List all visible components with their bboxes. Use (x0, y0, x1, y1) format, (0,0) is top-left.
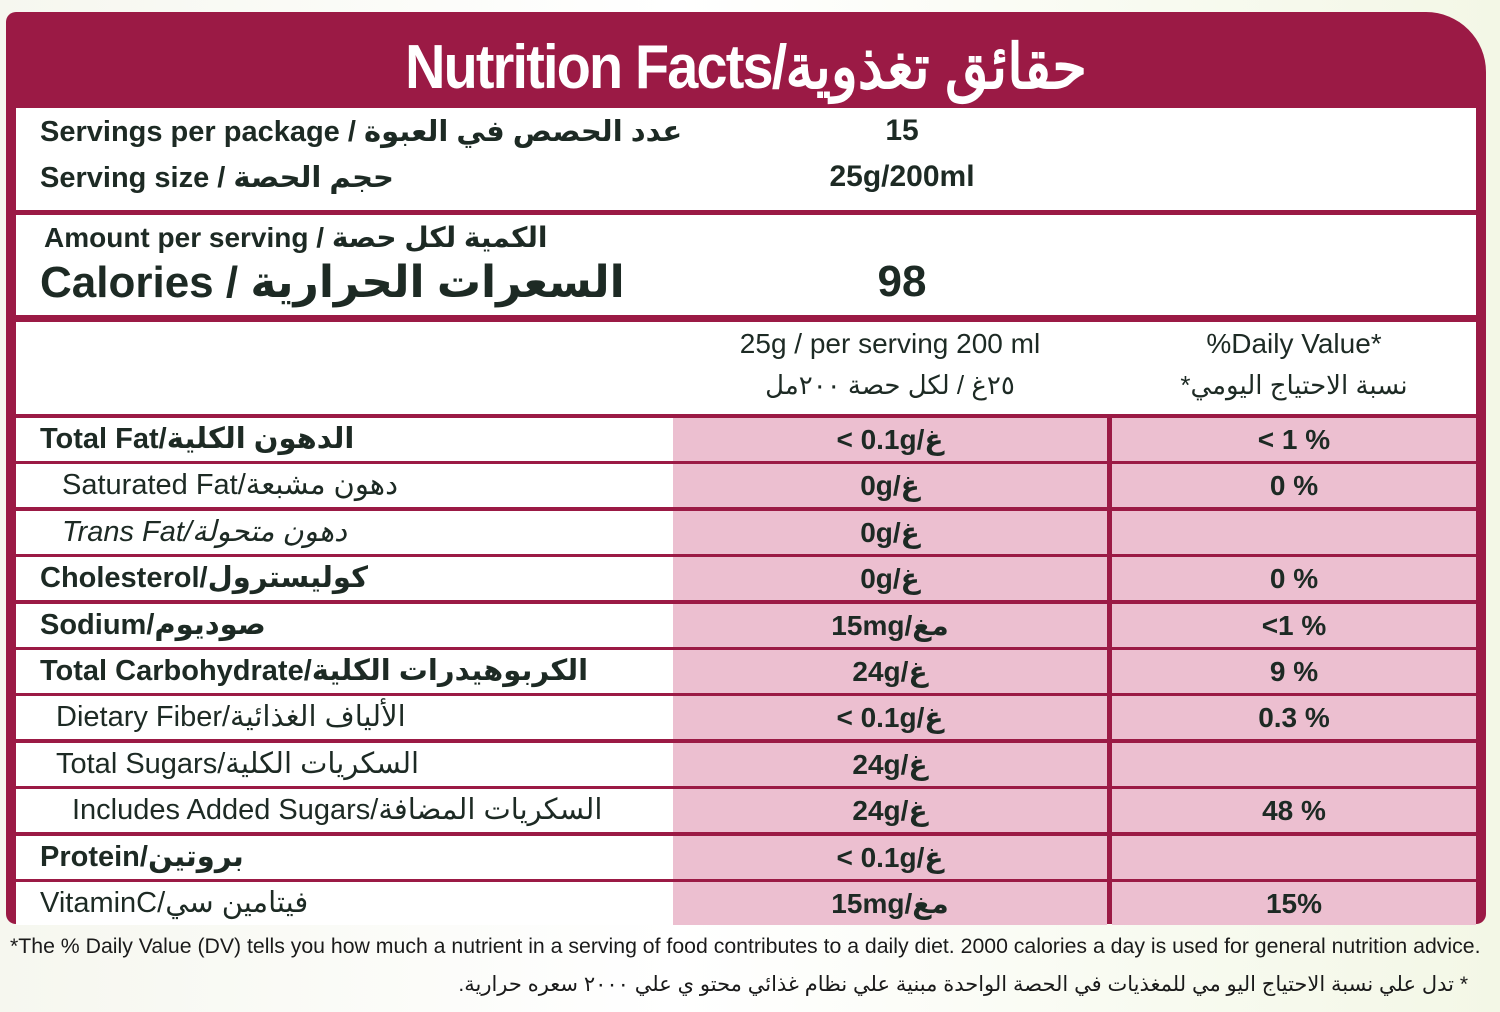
table-row: Total Carbohydrate/الكربوهيدرات الكلية 2… (16, 649, 1476, 693)
table-row: Cholesterol/كوليسترول 0g/غ 0 % (16, 557, 1476, 601)
nutrient-name: Dietary Fiber/الألياف الغذائية (16, 696, 708, 740)
nutrient-amount: 15mg/مغ (673, 603, 1107, 647)
nutrient-amount: 24g/غ (673, 742, 1107, 786)
nutrient-amount: 24g/غ (673, 649, 1107, 693)
nutrient-amount: < 0.1g/غ (673, 696, 1107, 740)
calories-value: 98 (877, 257, 927, 306)
table-row: VitaminC/فيتامين سي 15mg/مغ 15% (16, 881, 1476, 925)
nutrient-daily-value (1112, 510, 1476, 554)
nutrient-daily-value: 15% (1112, 881, 1476, 925)
table-row: Total Fat/الدهون الكلية < 0.1g/غ < 1 % (16, 418, 1476, 461)
nutrient-name: Total Fat/الدهون الكلية (16, 418, 692, 461)
nutrient-amount: < 0.1g/غ (673, 418, 1107, 461)
nutrient-amount: 0g/غ (673, 464, 1107, 508)
panel-title: Nutrition Facts/حقائق تغذوية (405, 33, 1089, 102)
table-row: Includes Added Sugars/السكريات المضافة 2… (16, 789, 1476, 833)
calories-label: Calories / السعرات الحرارية (40, 258, 625, 307)
nutrient-amount: 15mg/مغ (673, 881, 1107, 925)
calories-section: Amount per serving / الكمية لكل حصة Calo… (16, 215, 1476, 315)
nutrient-name: Total Sugars/السكريات الكلية (16, 742, 708, 786)
nutrient-daily-value (1112, 835, 1476, 879)
daily-value-column-header-ar: *نسبة الاحتياج اليومي (1180, 370, 1408, 400)
nutrient-daily-value: 0.3 % (1112, 696, 1476, 740)
nutrient-daily-value: < 1 % (1112, 418, 1476, 461)
nutrient-daily-value: 0 % (1112, 464, 1476, 508)
nutrient-amount: < 0.1g/غ (673, 835, 1107, 879)
table-row: Sodium/صوديوم 15mg/مغ <1 % (16, 603, 1476, 647)
nutrient-amount: 0g/غ (673, 510, 1107, 554)
nutrient-daily-value: <1 % (1112, 603, 1476, 647)
amount-per-serving-label: Amount per serving / الكمية لكل حصة (44, 222, 548, 253)
table-row: Saturated Fat/دهون مشبعة 0g/غ 0 % (16, 464, 1476, 508)
daily-value-column-header: %Daily Value* (1206, 328, 1382, 359)
table-row: Protein/بروتين < 0.1g/غ (16, 835, 1476, 879)
amount-column-header-ar: ٢٥غ / لكل حصة ٢٠٠مل (765, 370, 1015, 400)
servings-per-package-value: 15 (885, 114, 919, 147)
nutrient-daily-value (1112, 742, 1476, 786)
serving-size-label: Serving size / حجم الحصة (40, 162, 394, 194)
serving-size-value: 25g/200ml (829, 160, 975, 193)
column-header: 25g / per serving 200 ml ٢٥غ / لكل حصة ٢… (16, 322, 1476, 414)
amount-column-header: 25g / per serving 200 ml (739, 328, 1041, 359)
nutrient-name: Includes Added Sugars/السكريات المضافة (16, 789, 724, 833)
nutrition-panel: Nutrition Facts/حقائق تغذوية Servings pe… (6, 12, 1486, 925)
nutrient-name: Sodium/صوديوم (16, 603, 692, 647)
nutrient-name: Cholesterol/كوليسترول (16, 557, 692, 601)
nutrient-name: Trans Fat/دهون متحولة (16, 510, 714, 554)
nutrient-name: Saturated Fat/دهون مشبعة (16, 464, 714, 508)
footnote-arabic: * تدل علي نسبة الاحتياج اليو مي للمغذيات… (458, 973, 1468, 996)
table-row: Trans Fat/دهون متحولة 0g/غ (16, 510, 1476, 554)
nutrient-amount: 24g/غ (673, 789, 1107, 833)
nutrient-daily-value: 48 % (1112, 789, 1476, 833)
servings-per-package-label: Servings per package / عدد الحصص في العب… (40, 116, 683, 148)
nutrient-name: Protein/بروتين (16, 835, 692, 879)
nutrient-daily-value: 9 % (1112, 649, 1476, 693)
nutrient-table: Total Fat/الدهون الكلية < 0.1g/غ < 1 % S… (16, 418, 1476, 928)
table-row: Dietary Fiber/الألياف الغذائية < 0.1g/غ … (16, 696, 1476, 740)
nutrient-name: VitaminC/فيتامين سي (16, 881, 692, 925)
nutrient-amount: 0g/غ (673, 557, 1107, 601)
servings-section: Servings per package / عدد الحصص في العب… (16, 108, 1476, 210)
nutrient-daily-value: 0 % (1112, 557, 1476, 601)
nutrient-name: Total Carbohydrate/الكربوهيدرات الكلية (16, 649, 692, 693)
footnote-english: *The % Daily Value (DV) tells you how mu… (10, 934, 1481, 958)
table-row: Total Sugars/السكريات الكلية 24g/غ (16, 742, 1476, 786)
